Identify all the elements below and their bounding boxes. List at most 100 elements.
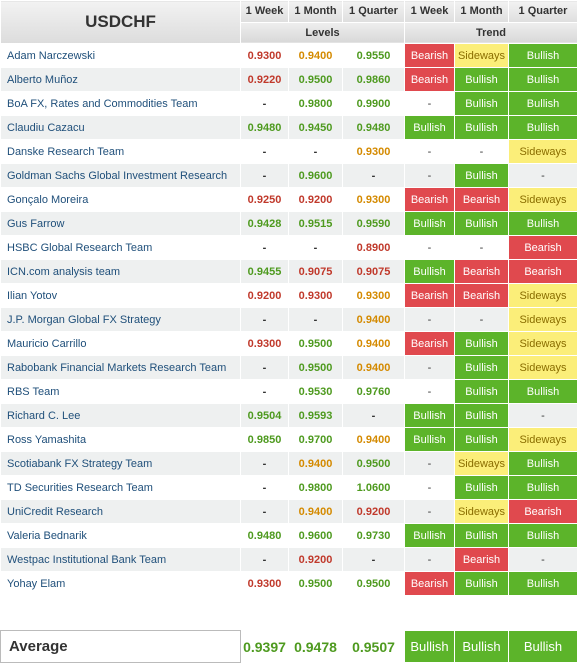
trend-1quarter: - — [509, 164, 577, 188]
level-1month: - — [289, 236, 343, 260]
contributor-link[interactable]: Gonçalo Moreira — [1, 188, 241, 212]
contributor-link[interactable]: Valeria Bednarik — [1, 524, 241, 548]
trend-1quarter: - — [509, 548, 577, 572]
col-trend-1week: 1 Week — [405, 1, 455, 23]
level-1month: 0.9400 — [289, 44, 343, 68]
contributor-link[interactable]: HSBC Global Research Team — [1, 236, 241, 260]
contributor-link[interactable]: UniCredit Research — [1, 500, 241, 524]
contributor-link[interactable]: Yohay Elam — [1, 572, 241, 596]
table-row: Goldman Sachs Global Investment Research… — [1, 164, 577, 188]
trend-1quarter: Sideways — [509, 188, 577, 212]
trend-1month: Bearish — [455, 548, 509, 572]
level-1quarter: 0.9200 — [343, 500, 405, 524]
level-1month: 0.9500 — [289, 356, 343, 380]
contributor-link[interactable]: Rabobank Financial Markets Research Team — [1, 356, 241, 380]
trend-1month: Bearish — [455, 284, 509, 308]
trend-1week: Bearish — [405, 572, 455, 596]
trend-1month: Bullish — [455, 332, 509, 356]
level-1quarter: 0.9400 — [343, 308, 405, 332]
contributor-link[interactable]: Ilian Yotov — [1, 284, 241, 308]
level-1week: - — [241, 548, 289, 572]
contributor-link[interactable]: BoA FX, Rates and Commodities Team — [1, 92, 241, 116]
trend-1quarter: Sideways — [509, 308, 577, 332]
contributor-link[interactable]: J.P. Morgan Global FX Strategy — [1, 308, 241, 332]
level-1week: 0.9220 — [241, 68, 289, 92]
level-1week: 0.9480 — [241, 524, 289, 548]
level-1quarter: 0.9860 — [343, 68, 405, 92]
trend-1month: Bullish — [455, 356, 509, 380]
level-1month: 0.9593 — [289, 404, 343, 428]
forecast-table: USDCHF 1 Week 1 Month 1 Quarter 1 Week 1… — [0, 0, 577, 596]
contributor-link[interactable]: Alberto Muñoz — [1, 68, 241, 92]
contributor-link[interactable]: Danske Research Team — [1, 140, 241, 164]
trend-1week: Bullish — [405, 404, 455, 428]
level-1quarter: 0.9730 — [343, 524, 405, 548]
levels-group-header: Levels — [241, 22, 405, 44]
contributor-link[interactable]: Ross Yamashita — [1, 428, 241, 452]
level-1week: - — [241, 380, 289, 404]
col-trend-1quarter: 1 Quarter — [509, 1, 577, 23]
trend-1week: Bullish — [405, 428, 455, 452]
contributor-link[interactable]: Gus Farrow — [1, 212, 241, 236]
contributor-link[interactable]: ICN.com analysis team — [1, 260, 241, 284]
contributor-link[interactable]: RBS Team — [1, 380, 241, 404]
level-1week: 0.9504 — [241, 404, 289, 428]
contributor-link[interactable]: Richard C. Lee — [1, 404, 241, 428]
trend-1quarter: Bullish — [509, 116, 577, 140]
contributor-link[interactable]: Goldman Sachs Global Investment Research — [1, 164, 241, 188]
trend-1week: - — [405, 548, 455, 572]
level-1week: - — [241, 92, 289, 116]
trend-1quarter: Sideways — [509, 332, 577, 356]
trend-1quarter: Sideways — [509, 140, 577, 164]
level-1quarter: 0.9400 — [343, 332, 405, 356]
trend-1month: Bullish — [455, 116, 509, 140]
trend-1month: Bullish — [455, 380, 509, 404]
level-1quarter: 0.9500 — [343, 572, 405, 596]
level-1month: 0.9530 — [289, 380, 343, 404]
trend-1week: - — [405, 164, 455, 188]
contributor-link[interactable]: Mauricio Carrillo — [1, 332, 241, 356]
trend-1week: - — [405, 380, 455, 404]
table-row: HSBC Global Research Team--0.8900--Beari… — [1, 236, 577, 260]
trend-1quarter: Bullish — [509, 524, 577, 548]
level-1month: 0.9400 — [289, 500, 343, 524]
level-1month: 0.9800 — [289, 92, 343, 116]
average-level-1week: 0.9397 — [241, 631, 289, 663]
level-1week: 0.9300 — [241, 44, 289, 68]
trend-1week: - — [405, 476, 455, 500]
trend-1week: Bearish — [405, 332, 455, 356]
level-1quarter: 0.8900 — [343, 236, 405, 260]
level-1week: 0.9300 — [241, 572, 289, 596]
contributor-link[interactable]: Adam Narczewski — [1, 44, 241, 68]
contributor-link[interactable]: TD Securities Research Team — [1, 476, 241, 500]
contributor-link[interactable]: Scotiabank FX Strategy Team — [1, 452, 241, 476]
average-trend-1quarter: Bullish — [509, 631, 577, 663]
trend-1month: - — [455, 140, 509, 164]
contributor-link[interactable]: Westpac Institutional Bank Team — [1, 548, 241, 572]
trend-1week: - — [405, 356, 455, 380]
level-1week: - — [241, 236, 289, 260]
level-1quarter: - — [343, 548, 405, 572]
col-levels-1week: 1 Week — [241, 1, 289, 23]
level-1week: - — [241, 476, 289, 500]
level-1month: 0.9500 — [289, 332, 343, 356]
trend-1quarter: Bullish — [509, 452, 577, 476]
level-1week: - — [241, 500, 289, 524]
trend-1week: - — [405, 308, 455, 332]
level-1quarter: 0.9590 — [343, 212, 405, 236]
level-1month: 0.9450 — [289, 116, 343, 140]
contributor-link[interactable]: Claudiu Cazacu — [1, 116, 241, 140]
level-1month: 0.9075 — [289, 260, 343, 284]
average-level-1month: 0.9478 — [289, 631, 343, 663]
level-1quarter: 0.9300 — [343, 188, 405, 212]
level-1week: 0.9250 — [241, 188, 289, 212]
pair-title: USDCHF — [1, 1, 241, 44]
